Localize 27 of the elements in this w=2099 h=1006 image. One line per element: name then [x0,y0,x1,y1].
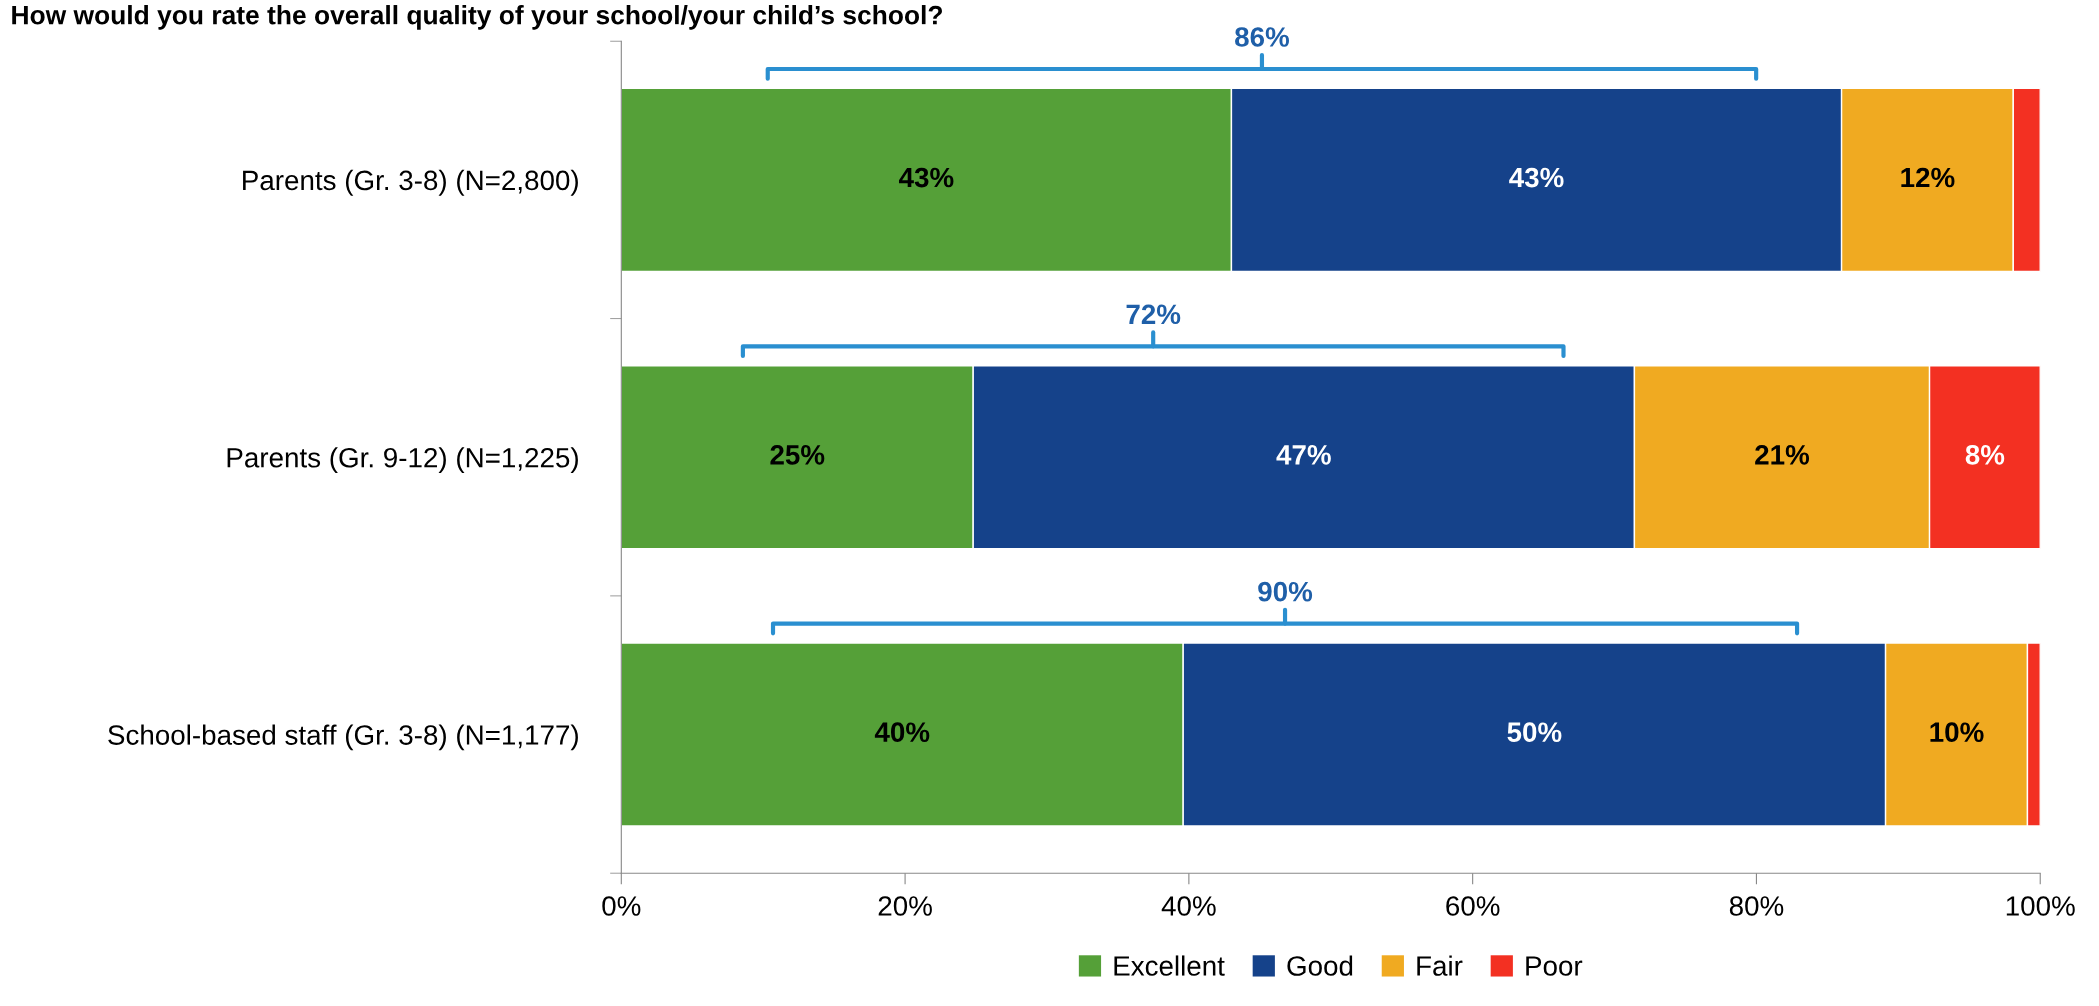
chart-title: How would you rate the overall quality of your school/your child’s school? [12,5,942,30]
data-label: 43% [1509,167,1564,188]
legend-label: Excellent [1114,955,1225,976]
data-label: 43% [899,167,954,188]
legend-label: Fair [1417,955,1463,976]
legend-label: Poor [1526,956,1583,976]
y-tick-label: Parents (Gr. 9-12) (N=1,225) [227,447,578,474]
data-label: 10% [1930,722,1984,742]
x-tick-label: 0% [602,896,641,916]
annotation: 86% [1235,27,1290,47]
data-label: 50% [1507,722,1562,742]
y-tick-label: School-based staff (Gr. 3-8) (N=1,177) [108,724,578,751]
x-tick-label: 40% [1161,896,1216,916]
annotation: 72% [1126,304,1181,325]
x-tick-label: 20% [878,896,932,916]
data-label: 12% [1901,167,1955,188]
annotation: 90% [1258,581,1313,602]
legend-label: Good [1287,955,1353,976]
y-tick-label: Parents (Gr. 3-8) (N=2,800) [243,169,578,196]
x-tick-label: 80% [1729,896,1784,916]
x-tick-label: 100% [2006,896,2075,916]
data-label: 8% [1965,445,2005,465]
x-tick-label: 60% [1446,896,1500,916]
data-label: 25% [770,445,825,465]
data-label: 21% [1755,445,1810,465]
data-label: 40% [874,722,930,742]
data-label: 47% [1276,445,1331,465]
